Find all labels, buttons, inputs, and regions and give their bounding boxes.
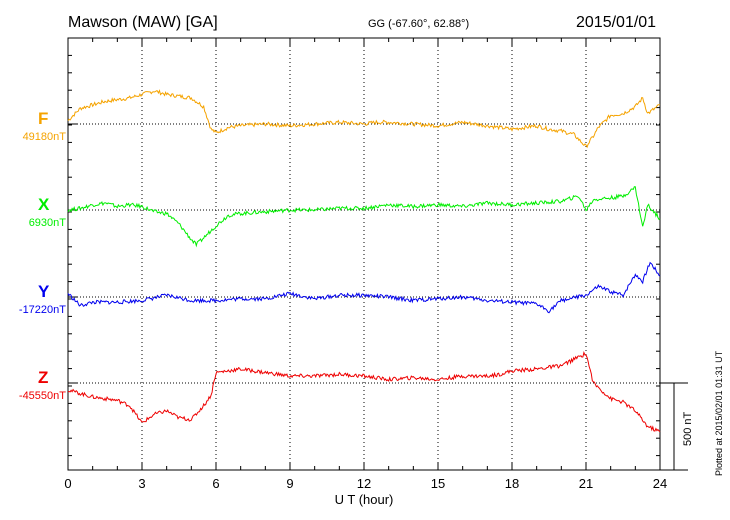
trace-y: [67, 261, 661, 314]
trace-f: [67, 89, 661, 149]
plot-date: 2015/01/01: [576, 14, 657, 31]
baseline-label-y: -17220nT: [18, 304, 66, 316]
component-label-f: F: [38, 109, 49, 128]
x-tick-label: 24: [652, 476, 668, 491]
baseline-label-z: -45550nT: [18, 390, 66, 402]
x-tick-label: 3: [138, 476, 146, 491]
x-tick-label: 21: [578, 476, 594, 491]
x-axis-label: U T (hour): [334, 492, 394, 507]
station-coordinates: GG (-67.60°, 62.88°): [368, 18, 470, 30]
baseline-label-x: 6930nT: [28, 217, 66, 229]
trace-z: [67, 351, 661, 433]
x-tick-label: 12: [356, 476, 372, 491]
trace-x: [67, 186, 661, 248]
x-tick-label: 0: [64, 476, 72, 491]
grid-layer: [68, 38, 660, 470]
x-tick-label: 15: [430, 476, 446, 491]
component-label-z: Z: [38, 368, 49, 387]
x-tick-label: 9: [286, 476, 294, 491]
x-tick-label: 6: [212, 476, 220, 491]
station-title: Mawson (MAW) [GA]: [68, 14, 218, 31]
baseline-label-f: 49180nT: [22, 131, 66, 143]
scale-bar-label: 500 nT: [682, 411, 694, 446]
x-tick-label: 18: [504, 476, 520, 491]
scale-bar: [660, 382, 688, 471]
series-layer: [67, 89, 661, 433]
component-label-y: Y: [38, 282, 50, 301]
plotted-timestamp: Plotted at 2015/02/01 01:31 UT: [714, 350, 724, 476]
component-label-x: X: [38, 195, 50, 214]
